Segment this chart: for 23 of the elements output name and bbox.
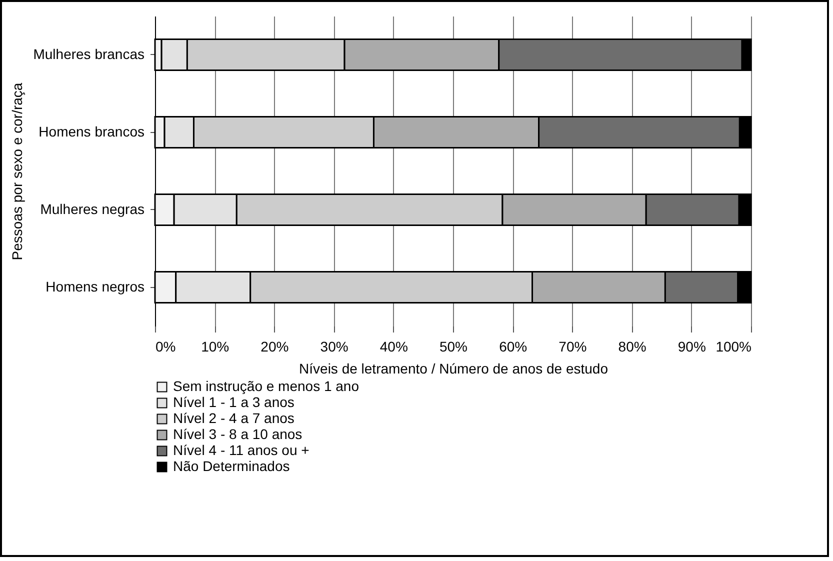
x-tick-label: 40%	[380, 338, 408, 354]
x-tick-label: 20%	[260, 338, 289, 354]
legend-label: Sem instrução e menos 1 ano	[173, 378, 360, 394]
x-tick-label: 90%	[678, 338, 706, 354]
x-tick-label: 30%	[320, 338, 348, 354]
x-tick-label: 70%	[558, 338, 587, 354]
x-tick-label: 10%	[201, 338, 230, 354]
legend-label: Nível 1 - 1 a 3 anos	[173, 394, 294, 410]
legend-label: Nível 4 - 11 anos ou +	[173, 442, 310, 458]
x-axis-title: Níveis de letramento / Número de anos de estudo	[299, 360, 608, 376]
x-tick-label: 60%	[499, 338, 528, 354]
x-tick-label: 100%	[716, 338, 752, 354]
y-tick-label: Mulheres brancas	[33, 46, 144, 62]
y-tick-label: Mulheres negras	[40, 200, 144, 217]
x-tick-label: 50%	[439, 338, 468, 354]
x-tick-label: 0%	[156, 338, 176, 354]
y-axis-title: Pessoas por sexo e cor/raça	[9, 82, 26, 260]
x-tick-label: 80%	[618, 338, 646, 354]
y-tick-label: Homens negros	[46, 278, 144, 294]
y-tick-label: Homens brancos	[38, 123, 144, 140]
legend-label: Não Determinados	[173, 458, 290, 474]
legend-label: Nível 3 - 8 a 10 anos	[173, 426, 302, 442]
legend-label: Nível 2 - 4 a 7 anos	[173, 410, 294, 426]
